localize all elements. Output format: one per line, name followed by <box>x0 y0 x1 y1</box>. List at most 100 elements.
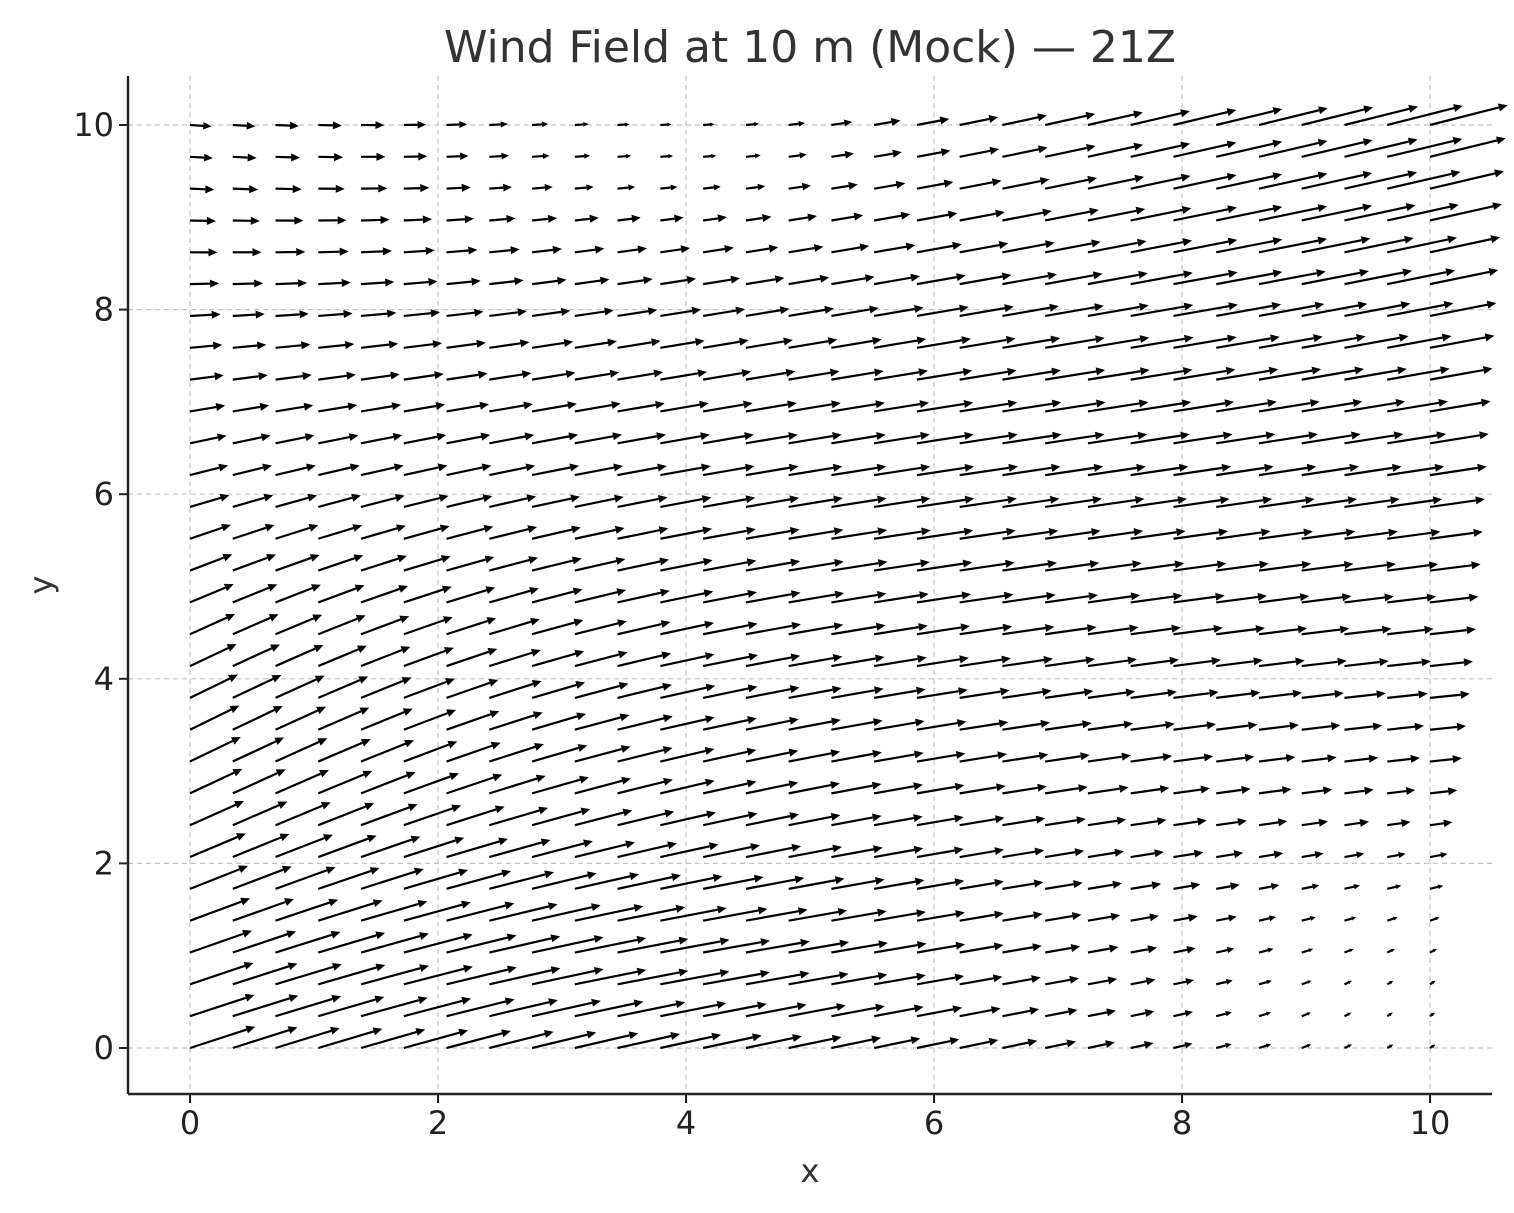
wind-arrow <box>1301 593 1352 604</box>
wind-arrow <box>831 718 883 731</box>
wind-arrow <box>360 493 405 508</box>
wind-arrow <box>1429 235 1501 254</box>
wind-arrow <box>1429 852 1448 859</box>
wind-arrow <box>660 905 727 922</box>
wind-arrow <box>1173 399 1234 413</box>
wind-arrow <box>1258 171 1328 190</box>
wind-arrow <box>1173 560 1227 572</box>
wind-arrow <box>232 463 272 477</box>
wind-arrow <box>360 932 429 954</box>
wind-arrow <box>660 214 684 223</box>
wind-arrow <box>873 877 925 890</box>
wind-arrow <box>1301 689 1344 699</box>
wind-arrow <box>617 557 670 572</box>
wind-arrow <box>489 183 512 192</box>
wind-arrow <box>745 875 805 890</box>
wind-arrow <box>1045 816 1086 827</box>
wind-arrow <box>873 591 929 604</box>
wind-arrow <box>702 906 768 922</box>
wind-arrow <box>531 153 550 160</box>
wind-arrow <box>1215 139 1283 158</box>
wind-arrow <box>745 495 800 509</box>
wind-arrow <box>660 400 709 413</box>
wind-arrow <box>1258 882 1280 890</box>
wind-arrow <box>1173 624 1223 636</box>
wind-arrow <box>745 121 760 127</box>
wind-arrow <box>1044 111 1096 127</box>
wind-arrow <box>959 367 1017 381</box>
wind-arrow <box>617 463 667 477</box>
wind-arrow <box>916 336 971 349</box>
wind-arrow <box>745 306 790 318</box>
wind-arrow <box>1087 238 1147 254</box>
wind-arrow <box>831 527 888 540</box>
wind-arrow <box>488 648 541 668</box>
wind-arrow <box>446 401 489 413</box>
wind-arrow <box>660 557 713 572</box>
wind-arrow <box>745 748 799 763</box>
chart-title: Wind Field at 10 m (Mock) — 21Z <box>444 22 1176 73</box>
wind-arrow <box>1002 879 1044 890</box>
wind-arrow <box>959 815 1005 827</box>
wind-arrow <box>1087 784 1129 795</box>
wind-arrow <box>1301 496 1358 509</box>
wind-arrow <box>916 527 974 540</box>
wind-arrow <box>446 246 478 255</box>
wind-arrow <box>489 525 538 540</box>
wind-arrow <box>275 463 316 477</box>
wind-arrow <box>403 494 449 508</box>
wind-arrow <box>1087 528 1144 540</box>
wind-arrow <box>574 650 628 668</box>
wind-arrow <box>745 558 801 572</box>
wind-arrow <box>232 994 299 1018</box>
wind-arrow <box>446 837 509 859</box>
wind-arrow <box>574 245 605 254</box>
wind-arrow <box>702 306 746 318</box>
wind-arrow <box>446 152 469 160</box>
wind-arrow <box>745 400 797 413</box>
wind-arrow <box>831 495 887 509</box>
wind-arrow <box>1087 110 1143 127</box>
wind-arrow <box>745 244 779 254</box>
wind-arrow <box>745 780 799 795</box>
wind-arrow <box>1343 1012 1352 1018</box>
wind-arrow <box>1344 818 1369 827</box>
wind-arrow <box>1258 301 1325 318</box>
wind-arrow <box>360 309 397 318</box>
wind-arrow <box>1045 560 1100 572</box>
wind-arrow <box>1173 817 1207 827</box>
wind-arrow <box>1045 624 1097 636</box>
wind-arrow <box>702 684 758 699</box>
wind-arrow <box>403 152 428 161</box>
wind-arrow <box>403 463 448 477</box>
wind-arrow <box>959 1006 1001 1018</box>
wind-arrow <box>446 869 512 890</box>
wind-arrow <box>1087 302 1149 318</box>
wind-arrow <box>1087 816 1127 827</box>
wind-arrow <box>574 557 626 572</box>
wind-arrow <box>531 338 574 349</box>
wind-arrow <box>531 587 583 604</box>
wind-arrow <box>1087 656 1137 668</box>
wind-arrow <box>317 707 370 731</box>
wind-arrow <box>702 463 755 477</box>
wind-arrow <box>1301 1044 1312 1050</box>
wind-arrow <box>916 1037 960 1050</box>
wind-arrow <box>403 246 435 255</box>
wind-arrow <box>531 681 586 699</box>
wind-arrow <box>1045 688 1094 699</box>
wind-arrow <box>317 1027 383 1050</box>
wind-arrow <box>617 809 675 827</box>
wind-arrow <box>1258 236 1328 254</box>
wind-arrow <box>403 868 469 890</box>
wind-arrow <box>189 1025 256 1050</box>
wind-arrow <box>1429 431 1489 445</box>
wind-arrow <box>531 276 567 286</box>
wind-arrow <box>189 279 220 288</box>
wind-arrow <box>574 808 633 827</box>
wind-arrow <box>959 272 1012 286</box>
wind-arrow <box>1044 943 1081 954</box>
wind-arrow <box>360 964 429 986</box>
wind-arrow <box>873 368 928 381</box>
wind-arrow <box>916 623 970 636</box>
